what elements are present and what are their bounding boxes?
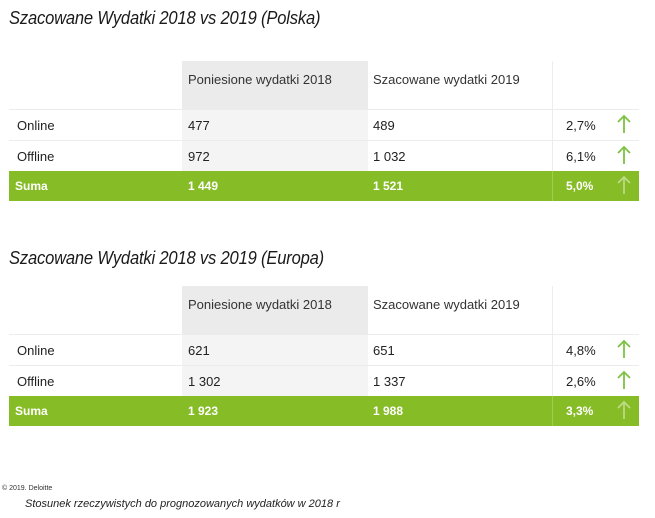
value-2018: 477 <box>188 118 210 133</box>
row-label: Online <box>17 118 55 133</box>
sum-label: Suma <box>15 404 48 418</box>
value-2018: 972 <box>188 149 210 164</box>
table-header: Poniesione wydatki 2018 Szacowane wydatk… <box>9 61 639 109</box>
value-2018: 1 302 <box>188 374 221 389</box>
header-2018: Poniesione wydatki 2018 <box>188 72 332 87</box>
up-arrow-icon <box>617 145 631 164</box>
table-row-online: Online 621 651 4,8% <box>9 334 639 365</box>
table-row-offline: Offline 972 1 032 6,1% <box>9 140 639 171</box>
table-row-sum: Suma 1 449 1 521 5,0% <box>9 171 639 201</box>
section-title-polska: Szacowane Wydatki 2018 vs 2019 (Polska) <box>9 8 321 28</box>
table-header: Poniesione wydatki 2018 Szacowane wydatk… <box>9 286 639 334</box>
table-row-online: Online 477 489 2,7% <box>9 109 639 140</box>
sum-2019: 1 988 <box>373 404 404 418</box>
sum-2018: 1 923 <box>188 404 219 418</box>
divider <box>552 61 553 109</box>
value-2019: 651 <box>373 343 395 358</box>
sum-2019: 1 521 <box>373 179 404 193</box>
sum-2018: 1 449 <box>188 179 219 193</box>
header-highlight <box>182 286 368 334</box>
sum-label: Suma <box>15 179 48 193</box>
up-arrow-icon <box>617 370 631 389</box>
table-row-offline: Offline 1 302 1 337 2,6% <box>9 365 639 396</box>
change-percent: 4,8% <box>566 343 596 358</box>
value-2018: 621 <box>188 343 210 358</box>
row-label: Online <box>17 343 55 358</box>
header-2018: Poniesione wydatki 2018 <box>188 297 332 312</box>
change-percent: 6,1% <box>566 149 596 164</box>
spending-table-polska: Poniesione wydatki 2018 Szacowane wydatk… <box>9 61 639 201</box>
spending-table-europa: Poniesione wydatki 2018 Szacowane wydatk… <box>9 286 639 426</box>
up-arrow-icon <box>617 114 631 133</box>
up-arrow-icon <box>617 400 631 419</box>
divider <box>552 286 553 334</box>
value-2019: 1 032 <box>373 149 406 164</box>
header-highlight <box>182 61 368 109</box>
row-label: Offline <box>17 374 55 389</box>
header-2019: Szacowane wydatki 2019 <box>373 297 520 312</box>
table-row-sum: Suma 1 923 1 988 3,3% <box>9 396 639 426</box>
sum-change-percent: 3,3% <box>566 404 594 418</box>
value-2019: 1 337 <box>373 374 406 389</box>
change-percent: 2,6% <box>566 374 596 389</box>
footnote: Stosunek rzeczywistych do prognozowanych… <box>25 498 340 510</box>
sum-change-percent: 5,0% <box>566 179 594 193</box>
header-2019: Szacowane wydatki 2019 <box>373 72 520 87</box>
row-label: Offline <box>17 149 55 164</box>
up-arrow-icon <box>617 339 631 358</box>
section-title-europa: Szacowane Wydatki 2018 vs 2019 (Europa) <box>9 248 325 268</box>
value-2019: 489 <box>373 118 395 133</box>
up-arrow-icon <box>617 175 631 194</box>
copyright-text: © 2019. Deloitte <box>2 485 53 492</box>
change-percent: 2,7% <box>566 118 596 133</box>
